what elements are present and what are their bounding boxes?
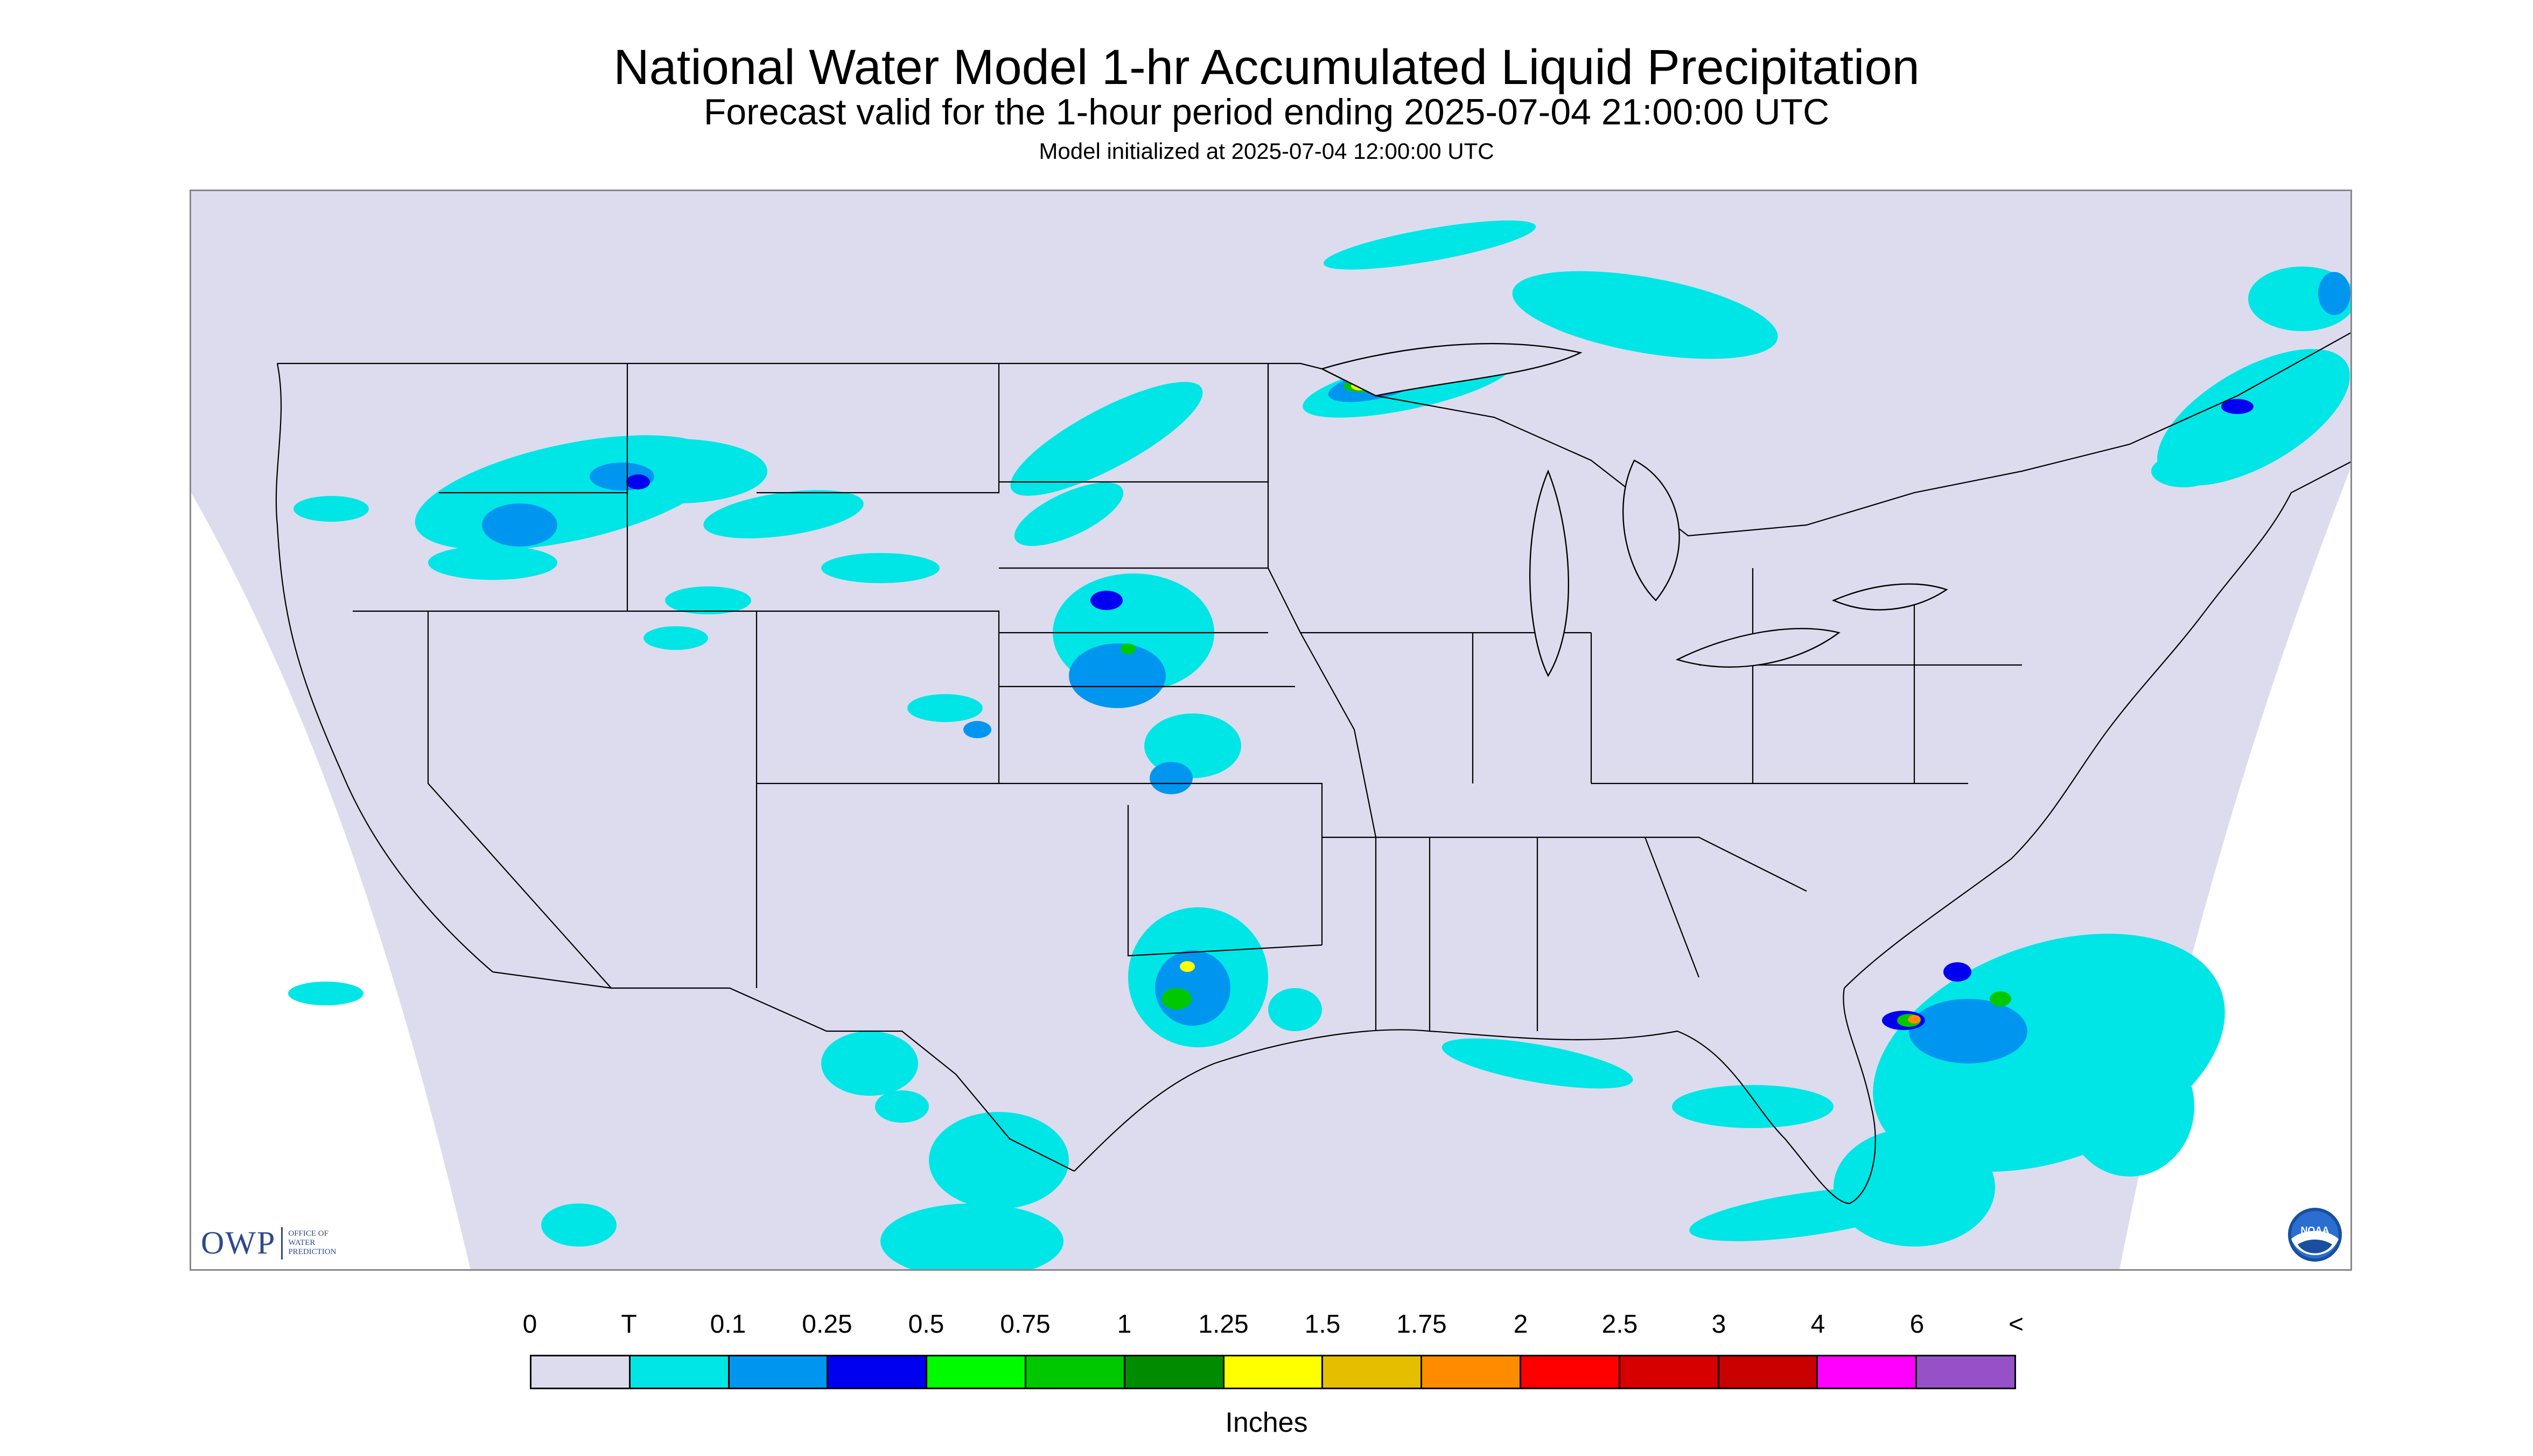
noaa-seal-graphic: [2288, 1208, 2342, 1262]
legend-label: 2: [1513, 1310, 1528, 1339]
legend-swatch: [927, 1356, 1026, 1388]
legend-swatch: [1620, 1356, 1719, 1388]
legend-label: 1.75: [1396, 1310, 1447, 1339]
legend-swatch: [630, 1356, 730, 1388]
legend-swatch: [1917, 1356, 2014, 1388]
owp-logo: OWP OFFICE OF WATER PREDICTION: [201, 1224, 337, 1262]
legend-label: <: [2008, 1310, 2024, 1339]
legend-label: 4: [1810, 1310, 1825, 1339]
precipitation-areas: [288, 220, 2350, 1269]
legend-swatch: [1422, 1356, 1521, 1388]
owp-logo-text: OWP: [201, 1225, 276, 1261]
map-canvas: [191, 191, 2350, 1269]
legend-color-bar: [530, 1355, 2016, 1389]
great-lakes: [1320, 342, 1948, 677]
legend-label: 1: [1117, 1310, 1132, 1339]
legend-label: 0.25: [802, 1310, 852, 1339]
legend-label: 0: [522, 1310, 537, 1339]
legend-swatch: [1818, 1356, 1918, 1388]
state-and-country-borders: [275, 332, 2350, 1205]
legend-swatch: [828, 1356, 928, 1388]
noaa-logo-text: NOAA: [2300, 1225, 2329, 1236]
legend-swatch: [729, 1356, 829, 1388]
legend-swatch: [1224, 1356, 1324, 1388]
legend-swatch: [531, 1356, 631, 1388]
legend-swatch: [1125, 1356, 1224, 1388]
legend-units: Inches: [1225, 1407, 1308, 1438]
model-init-time: Model initialized at 2025-07-04 12:00:00…: [1039, 138, 1494, 164]
legend-label: 0.5: [908, 1310, 944, 1339]
legend-label: 2.5: [1601, 1310, 1638, 1339]
legend-label: 0.1: [710, 1310, 746, 1339]
map-subtitle: Forecast valid for the 1-hour period end…: [703, 92, 1830, 132]
owp-logo-separator: [281, 1227, 283, 1259]
map-title: National Water Model 1-hr Accumulated Li…: [613, 40, 1920, 95]
noaa-seal-icon: NOAA: [2287, 1207, 2343, 1263]
legend-swatch: [1026, 1356, 1125, 1388]
legend-swatch: [1719, 1356, 1818, 1388]
precipitation-map: OWP OFFICE OF WATER PREDICTION NOAA: [190, 190, 2352, 1271]
legend-label: 1.5: [1304, 1310, 1341, 1339]
legend-swatch: [1521, 1356, 1620, 1388]
legend-label: 3: [1711, 1310, 1726, 1339]
legend-label: T: [621, 1310, 637, 1339]
legend-label: 0.75: [1000, 1310, 1051, 1339]
legend-labels: 0 T 0.1 0.25 0.5 0.75 1 1.25 1.5 1.75 2 2.5 3 4 6 <: [0, 1308, 2533, 1346]
legend-label: 1.25: [1198, 1310, 1249, 1339]
owp-logo-subtext: OFFICE OF WATER PREDICTION: [288, 1229, 337, 1256]
legend-swatch: [1323, 1356, 1423, 1388]
legend-label: 6: [1909, 1310, 1925, 1339]
no-data-left-region: [191, 191, 471, 1269]
